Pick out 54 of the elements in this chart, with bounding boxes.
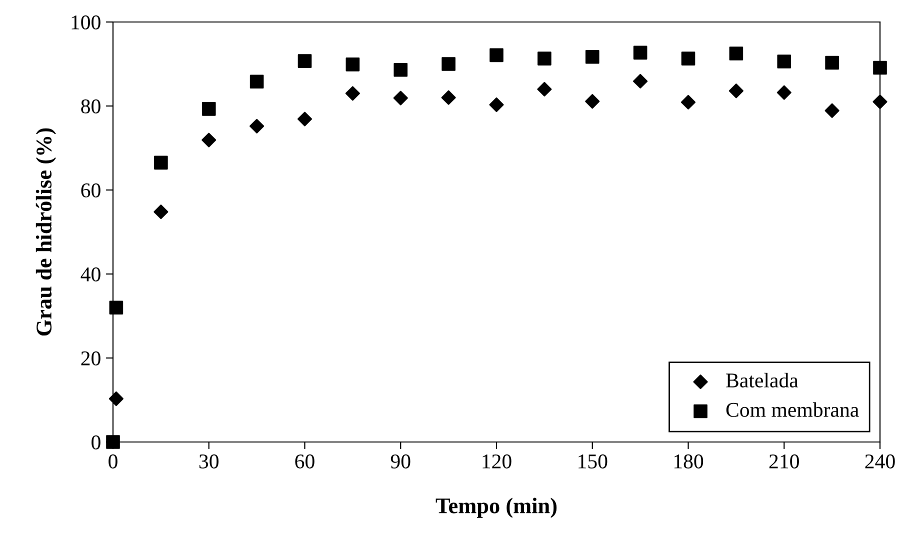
point (776, 85, 792, 100)
point (585, 50, 600, 64)
point (585, 94, 600, 109)
point (441, 90, 456, 105)
point (108, 391, 124, 406)
point (729, 46, 744, 60)
point (250, 118, 264, 134)
point (872, 94, 888, 110)
point (202, 132, 216, 148)
y-tick-label: 0 (92, 435, 100, 450)
point (728, 84, 744, 98)
x-tick-label: 60 (295, 454, 314, 468)
point (681, 52, 696, 66)
x-tick-label: 0 (108, 454, 118, 468)
point (106, 435, 120, 449)
x-tick-label: 240 (865, 454, 895, 468)
x-tick-label: 90 (390, 454, 410, 468)
y-tick-label: 100 (72, 15, 100, 30)
point (680, 94, 696, 110)
point (393, 90, 408, 106)
point (489, 97, 504, 112)
x-tick-label: 150 (578, 454, 608, 468)
x-tick-label: 30 (199, 454, 218, 468)
point (297, 112, 312, 126)
point (109, 300, 124, 315)
point (154, 204, 168, 220)
y-tick-label: 40 (80, 267, 100, 282)
point (873, 60, 887, 75)
legend-label: Com membrana (726, 402, 859, 417)
point (633, 46, 648, 60)
point (442, 57, 456, 71)
point (490, 48, 504, 62)
y-tick-label: 80 (81, 99, 100, 114)
point (824, 103, 840, 118)
point (345, 86, 360, 101)
point (537, 82, 552, 96)
point (777, 54, 792, 68)
x-tick-label: 180 (674, 454, 704, 468)
x-tick-label: 210 (769, 454, 799, 468)
point (250, 74, 264, 89)
point (346, 58, 360, 72)
point (538, 52, 552, 66)
point (633, 74, 648, 89)
x-axis-title: Tempo (min) (436, 498, 557, 518)
legend-label: Batelada (726, 372, 798, 388)
point (202, 102, 216, 116)
y-axis-title: Grau de hidrólise (%) (36, 128, 56, 336)
point (154, 156, 168, 170)
x-tick-label: 120 (482, 454, 512, 468)
point (298, 54, 312, 68)
point (394, 62, 408, 77)
point (825, 56, 839, 70)
y-tick-label: 60 (81, 183, 100, 198)
y-tick-label: 20 (81, 351, 100, 366)
